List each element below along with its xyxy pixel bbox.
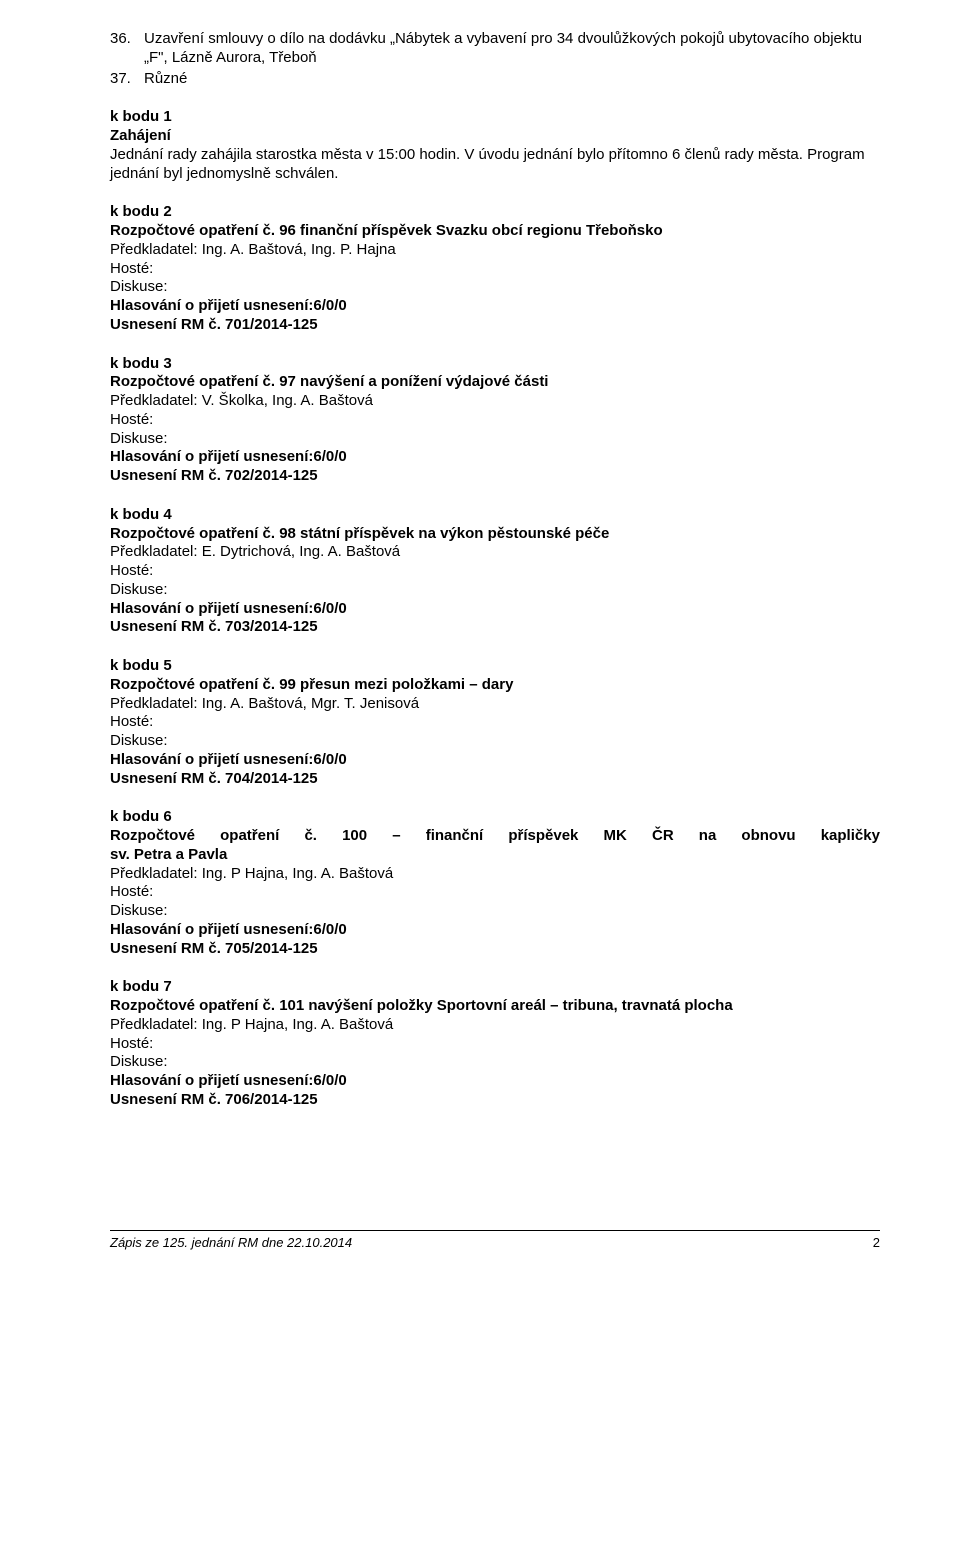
predkladatel: Předkladatel: Ing. A. Baštová, Mgr. T. J… [110, 695, 880, 714]
section-bodu-7: k bodu 7 Rozpočtové opatření č. 101 navý… [110, 978, 880, 1109]
section-bodu-5: k bodu 5 Rozpočtové opatření č. 99 přesu… [110, 657, 880, 788]
diskuse: Diskuse: [110, 430, 880, 449]
w: MK [604, 827, 627, 846]
usneseni: Usnesení RM č. 706/2014-125 [110, 1091, 880, 1110]
hlasovani: Hlasování o přijetí usnesení:6/0/0 [110, 600, 880, 619]
usneseni: Usnesení RM č. 704/2014-125 [110, 770, 880, 789]
usneseni: Usnesení RM č. 703/2014-125 [110, 618, 880, 637]
diskuse: Diskuse: [110, 902, 880, 921]
page-footer: Zápis ze 125. jednání RM dne 22.10.2014 … [110, 1230, 880, 1251]
section-heading: k bodu 6 [110, 808, 880, 827]
hlasovani: Hlasování o přijetí usnesení:6/0/0 [110, 448, 880, 467]
section-bodu-2: k bodu 2 Rozpočtové opatření č. 96 finan… [110, 203, 880, 334]
w: na [699, 827, 717, 846]
w: příspěvek [508, 827, 578, 846]
hlasovani: Hlasování o přijetí usnesení:6/0/0 [110, 297, 880, 316]
agenda-text: Uzavření smlouvy o dílo na dodávku „Náby… [144, 30, 880, 68]
section-title-line1: Rozpočtové opatření č. 100 – finanční př… [110, 827, 880, 846]
section-heading: k bodu 1 [110, 108, 880, 127]
section-heading: k bodu 3 [110, 355, 880, 374]
page-number: 2 [873, 1235, 880, 1251]
section-title: Rozpočtové opatření č. 99 přesun mezi po… [110, 676, 880, 695]
hlasovani: Hlasování o přijetí usnesení:6/0/0 [110, 921, 880, 940]
w: Rozpočtové [110, 827, 195, 846]
w: – [392, 827, 400, 846]
section-heading: k bodu 7 [110, 978, 880, 997]
hoste: Hosté: [110, 713, 880, 732]
agenda-number: 37. [110, 70, 144, 89]
usneseni: Usnesení RM č. 701/2014-125 [110, 316, 880, 335]
usneseni: Usnesení RM č. 702/2014-125 [110, 467, 880, 486]
hoste: Hosté: [110, 562, 880, 581]
hoste: Hosté: [110, 1035, 880, 1054]
diskuse: Diskuse: [110, 581, 880, 600]
agenda-item: 36. Uzavření smlouvy o dílo na dodávku „… [110, 30, 880, 68]
hoste: Hosté: [110, 883, 880, 902]
section-heading: k bodu 2 [110, 203, 880, 222]
hoste: Hosté: [110, 260, 880, 279]
agenda-item: 37. Různé [110, 70, 880, 89]
agenda-number: 36. [110, 30, 144, 68]
diskuse: Diskuse: [110, 1053, 880, 1072]
section-title: Rozpočtové opatření č. 98 státní příspěv… [110, 525, 880, 544]
w: obnovu [741, 827, 795, 846]
agenda-text: Různé [144, 70, 880, 89]
section-bodu-6: k bodu 6 Rozpočtové opatření č. 100 – fi… [110, 808, 880, 958]
hoste: Hosté: [110, 411, 880, 430]
w: ČR [652, 827, 674, 846]
predkladatel: Předkladatel: E. Dytrichová, Ing. A. Baš… [110, 543, 880, 562]
section-title: Rozpočtové opatření č. 97 navýšení a pon… [110, 373, 880, 392]
predkladatel: Předkladatel: Ing. A. Baštová, Ing. P. H… [110, 241, 880, 260]
hlasovani: Hlasování o přijetí usnesení:6/0/0 [110, 751, 880, 770]
w: č. [304, 827, 317, 846]
agenda-list: 36. Uzavření smlouvy o dílo na dodávku „… [110, 30, 880, 88]
section-title: Rozpočtové opatření č. 96 finanční přísp… [110, 222, 880, 241]
predkladatel: Předkladatel: Ing. P Hajna, Ing. A. Bašt… [110, 865, 880, 884]
section-subheading: Zahájení [110, 127, 880, 146]
section-bodu-4: k bodu 4 Rozpočtové opatření č. 98 státn… [110, 506, 880, 637]
w: 100 [342, 827, 367, 846]
predkladatel: Předkladatel: V. Školka, Ing. A. Baštová [110, 392, 880, 411]
w: opatření [220, 827, 279, 846]
section-title-line2: sv. Petra a Pavla [110, 846, 880, 865]
hlasovani: Hlasování o přijetí usnesení:6/0/0 [110, 1072, 880, 1091]
predkladatel: Předkladatel: Ing. P Hajna, Ing. A. Bašt… [110, 1016, 880, 1035]
section-bodu-1: k bodu 1 Zahájení Jednání rady zahájila … [110, 108, 880, 183]
section-title: Rozpočtové opatření č. 101 navýšení polo… [110, 997, 880, 1016]
usneseni: Usnesení RM č. 705/2014-125 [110, 940, 880, 959]
footer-text: Zápis ze 125. jednání RM dne 22.10.2014 [110, 1235, 352, 1251]
section-heading: k bodu 4 [110, 506, 880, 525]
section-bodu-3: k bodu 3 Rozpočtové opatření č. 97 navýš… [110, 355, 880, 486]
section-heading: k bodu 5 [110, 657, 880, 676]
diskuse: Diskuse: [110, 732, 880, 751]
w: finanční [426, 827, 484, 846]
diskuse: Diskuse: [110, 278, 880, 297]
section-paragraph: Jednání rady zahájila starostka města v … [110, 146, 880, 184]
w: kapličky [821, 827, 880, 846]
